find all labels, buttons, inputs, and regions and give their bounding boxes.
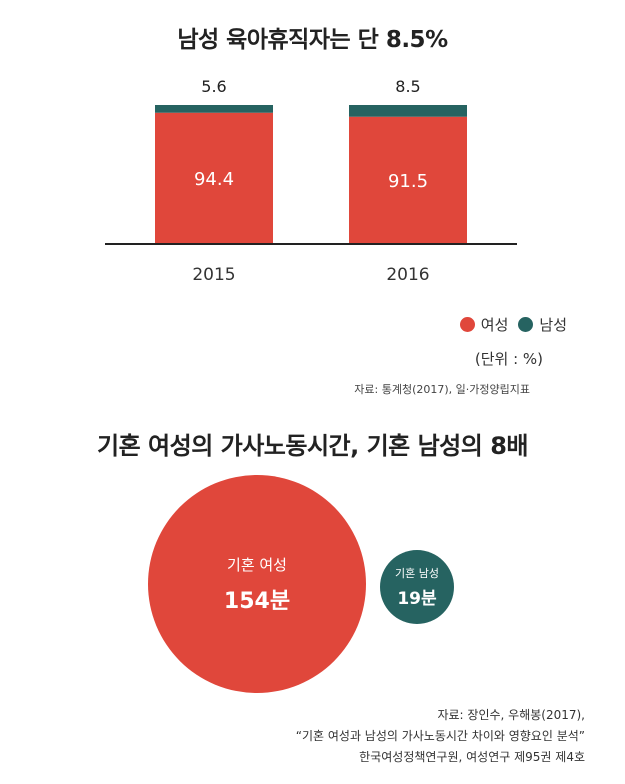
legend-swatch-female: [459, 317, 475, 332]
bar-2016-female: [349, 116, 467, 243]
source-line-3: 한국여성정책연구원, 여성연구 제95권 제4호: [359, 750, 585, 764]
bubble-value-women: 154분: [223, 588, 291, 614]
unit-note: (단위 : %): [474, 350, 543, 368]
bubble-label-women: 기혼 여성: [227, 555, 287, 574]
bubble-married-women: 기혼 여성 154분: [148, 475, 366, 693]
source-note-1: 자료: 통계청(2017), 일·가정양립지표: [354, 383, 530, 396]
bar-2015-male: [155, 105, 273, 113]
stacked-bar-chart: 94.4 5.6 2015 91.5 8.5 2016: [105, 77, 517, 285]
source-note-2: 자료: 장인수, 우해봉(2017), “기혼 여성과 남성의 가사노동시간 차…: [296, 705, 585, 768]
data-label-2015-male: 5.6: [201, 77, 226, 96]
legend-label-female: 여성: [480, 316, 509, 334]
chart-title-housework: 기혼 여성의 가사노동시간, 기혼 남성의 8배: [97, 432, 528, 460]
legend-swatch-male: [518, 317, 534, 332]
chart-title-parental-leave: 남성 육아휴직자는 단 8.5%: [177, 27, 448, 53]
legend-label-male: 남성: [539, 316, 567, 334]
source-line-1: 자료: 장인수, 우해봉(2017),: [437, 708, 585, 722]
x-tick-label-2015: 2015: [192, 265, 235, 285]
x-tick-label-2016: 2016: [386, 265, 429, 285]
bar-2016-male: [349, 105, 467, 117]
source-line-2: “기혼 여성과 남성의 가사노동시간 차이와 영향요인 분석”: [295, 729, 585, 743]
bubble-value-men: 19분: [397, 589, 437, 609]
legend-item-female: 여성: [459, 314, 509, 335]
data-label-2016-male: 8.5: [395, 77, 420, 96]
bar-2015-female: [155, 112, 273, 243]
data-label-2016-female: 91.5: [388, 171, 428, 192]
bubble-married-men: 기혼 남성 19분: [380, 550, 454, 624]
data-label-2015-female: 94.4: [194, 169, 234, 190]
legend-item-male: 남성: [518, 314, 567, 335]
legend: 여성 남성: [450, 314, 567, 335]
bubble-label-men: 기혼 남성: [395, 567, 439, 580]
